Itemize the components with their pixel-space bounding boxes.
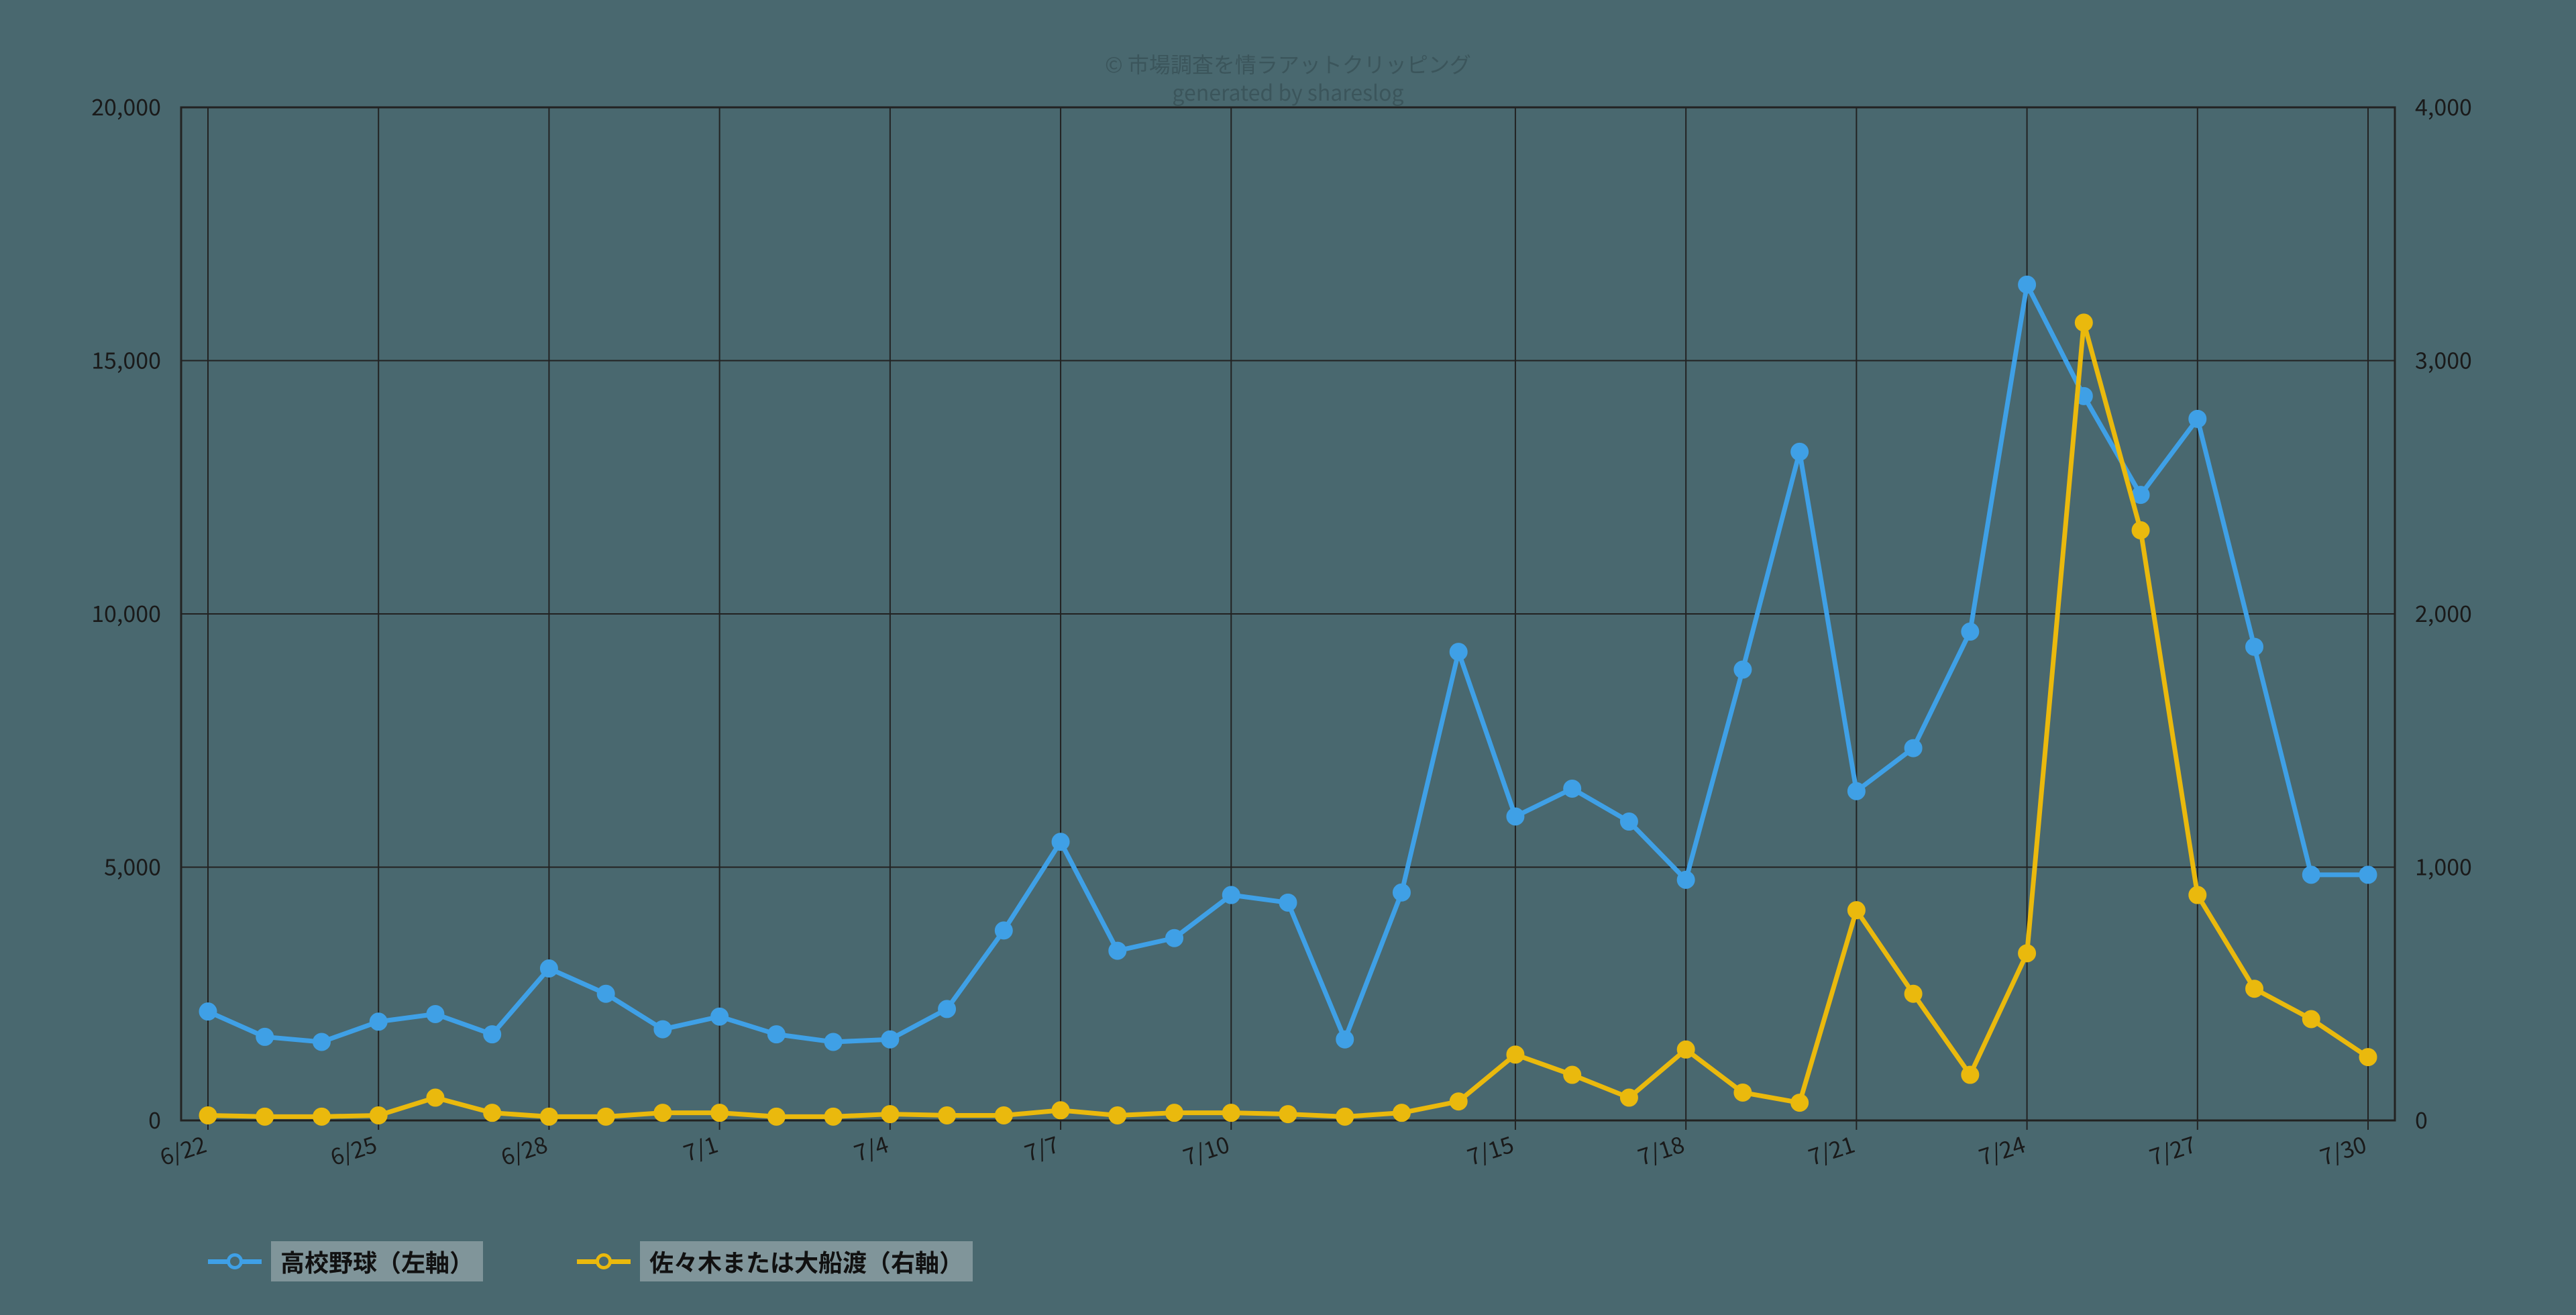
legend-item-0: 高校野球（左軸）	[208, 1241, 483, 1281]
svg-text:1,000: 1,000	[2415, 849, 2472, 882]
svg-text:6/25: 6/25	[326, 1126, 381, 1172]
legend: 高校野球（左軸） 佐々木または大船渡（右軸）	[208, 1241, 973, 1281]
svg-text:3,000: 3,000	[2415, 343, 2472, 376]
svg-text:7/30: 7/30	[2315, 1126, 2370, 1172]
dual-axis-line-chart: 0 5,000 10,000 15,000 20,000 0 1,000 2,000 3,000…	[0, 0, 2576, 1315]
svg-text:7/24: 7/24	[1974, 1126, 2029, 1172]
svg-text:7/27: 7/27	[2145, 1126, 2200, 1172]
svg-text:0: 0	[2415, 1102, 2428, 1135]
svg-text:7/15: 7/15	[1462, 1126, 1517, 1172]
svg-text:10,000: 10,000	[91, 596, 161, 629]
svg-text:6/22: 6/22	[155, 1126, 210, 1172]
svg-text:7/18: 7/18	[1633, 1126, 1688, 1172]
svg-text:7/10: 7/10	[1179, 1126, 1234, 1172]
legend-label-0: 高校野球（左軸）	[271, 1241, 483, 1281]
legend-swatch-1	[577, 1259, 631, 1264]
legend-label-1: 佐々木または大船渡（右軸）	[640, 1241, 973, 1281]
svg-text:15,000: 15,000	[91, 343, 161, 376]
legend-swatch-0	[208, 1259, 262, 1264]
svg-text:20,000: 20,000	[91, 89, 161, 122]
legend-item-1: 佐々木または大船渡（右軸）	[577, 1241, 973, 1281]
svg-text:6/28: 6/28	[496, 1126, 551, 1172]
svg-text:2,000: 2,000	[2415, 596, 2472, 629]
svg-text:0: 0	[148, 1102, 161, 1135]
svg-text:4,000: 4,000	[2415, 89, 2472, 122]
svg-text:7/7: 7/7	[1020, 1126, 1063, 1168]
svg-text:7/1: 7/1	[679, 1126, 722, 1168]
svg-text:7/21: 7/21	[1804, 1126, 1859, 1172]
svg-text:7/4: 7/4	[849, 1126, 892, 1168]
svg-text:5,000: 5,000	[104, 849, 161, 882]
